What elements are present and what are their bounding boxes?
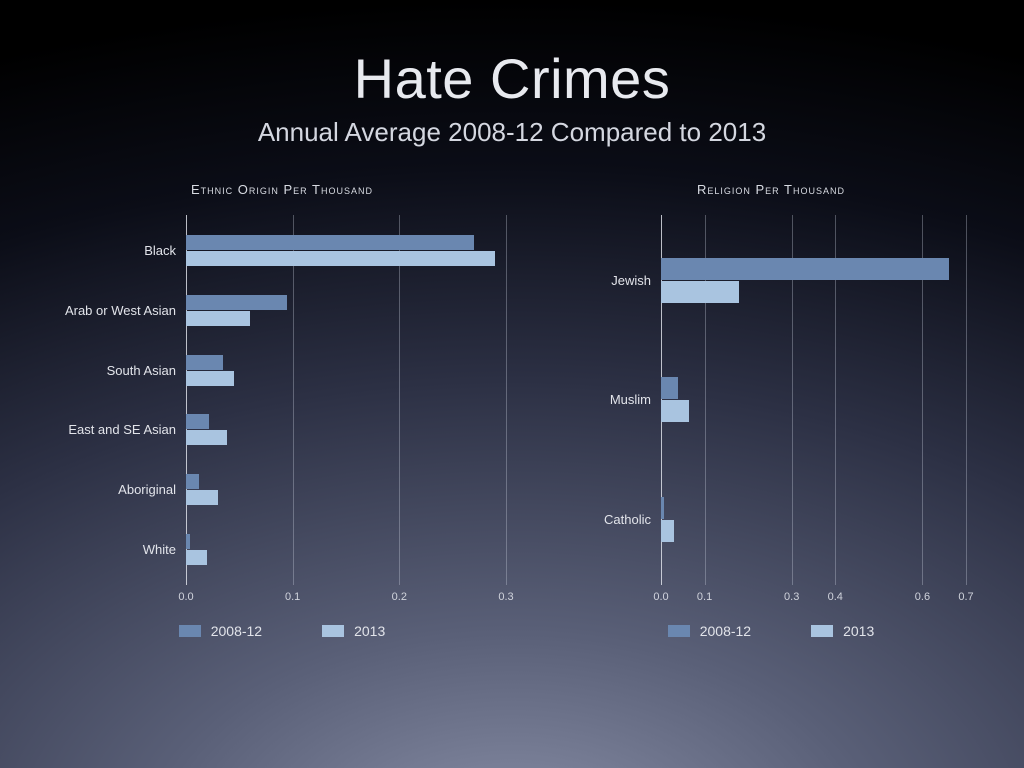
bar-series-a [186, 295, 287, 310]
legend-item: 2013 [322, 623, 385, 639]
page-title: Hate Crimes [0, 46, 1024, 111]
category-group: Muslim [576, 377, 966, 422]
x-tick-label: 0.0 [178, 591, 193, 603]
bar-series-a [186, 534, 190, 549]
bar-series-b [186, 490, 218, 505]
bar-series-a [186, 355, 223, 370]
category-group: White [58, 534, 506, 565]
bar-series-b [186, 430, 227, 445]
x-axis: 0.00.10.30.40.60.7 [576, 585, 966, 609]
category-group: Black [58, 235, 506, 266]
category-label: White [58, 542, 186, 557]
x-tick-label: 0.3 [498, 591, 513, 603]
chart-ethnic-origin: Ethnic Origin Per Thousand Black Arab or W… [58, 182, 506, 639]
category-label: Muslim [576, 392, 661, 407]
x-tick-label: 0.2 [392, 591, 407, 603]
category-group: Aboriginal [58, 474, 506, 505]
x-axis: 0.00.10.20.3 [58, 585, 506, 609]
bar-pair [186, 295, 287, 326]
plot-area: Jewish Muslim Catholic [576, 215, 966, 585]
legend-swatch [179, 625, 201, 637]
category-group: East and SE Asian [58, 414, 506, 445]
bar-series-a [661, 497, 664, 519]
category-label: East and SE Asian [58, 422, 186, 437]
x-tick-label: 0.3 [784, 591, 799, 603]
bar-series-a [661, 258, 949, 280]
category-label: Catholic [576, 512, 661, 527]
bar-pair [661, 377, 689, 422]
legend: 2008-12 2013 [668, 623, 875, 639]
bar-pair [661, 258, 949, 303]
legend-swatch [811, 625, 833, 637]
bar-series-b [661, 520, 674, 542]
bar-pair [186, 474, 218, 505]
charts-row: Ethnic Origin Per Thousand Black Arab or W… [0, 182, 1024, 639]
legend-item: 2008-12 [668, 623, 751, 639]
bar-series-b [186, 371, 234, 386]
plot-area: Black Arab or West Asian South Asian East a… [58, 215, 506, 585]
category-label: Aboriginal [58, 482, 186, 497]
legend-label: 2008-12 [700, 623, 751, 639]
bar-pair [186, 235, 495, 266]
legend-swatch [668, 625, 690, 637]
bar-pair [186, 355, 234, 386]
legend-label: 2013 [354, 623, 385, 639]
gridline [966, 215, 967, 585]
category-label: Arab or West Asian [58, 303, 186, 318]
x-tick-label: 0.6 [915, 591, 930, 603]
bar-pair [661, 497, 674, 542]
page-subtitle: Annual Average 2008-12 Compared to 2013 [0, 117, 1024, 148]
legend: 2008-12 2013 [179, 623, 386, 639]
bar-series-b [186, 550, 207, 565]
category-label: South Asian [58, 363, 186, 378]
legend-label: 2013 [843, 623, 874, 639]
bar-series-a [186, 474, 199, 489]
bar-series-b [186, 251, 495, 266]
x-tick-label: 0.4 [828, 591, 843, 603]
category-group: Arab or West Asian [58, 295, 506, 326]
legend-swatch [322, 625, 344, 637]
bar-series-b [186, 311, 250, 326]
x-tick-label: 0.1 [697, 591, 712, 603]
x-tick-label: 0.0 [653, 591, 668, 603]
category-group: South Asian [58, 355, 506, 386]
bar-series-a [661, 377, 678, 399]
bar-pair [186, 534, 207, 565]
x-tick-label: 0.1 [285, 591, 300, 603]
gridline [506, 215, 507, 585]
bar-pair [186, 414, 227, 445]
category-label: Jewish [576, 273, 661, 288]
category-group: Jewish [576, 258, 966, 303]
x-tick-label: 0.7 [958, 591, 973, 603]
chart-title: Religion Per Thousand [697, 182, 845, 197]
legend-item: 2008-12 [179, 623, 262, 639]
bar-series-b [661, 400, 689, 422]
legend-label: 2008-12 [211, 623, 262, 639]
plot: Jewish Muslim Catholic [576, 215, 966, 585]
bar-series-b [661, 281, 739, 303]
bar-series-a [186, 235, 474, 250]
chart-title: Ethnic Origin Per Thousand [191, 182, 373, 197]
chart-religion: Religion Per Thousand Jewish Muslim Catholi… [576, 182, 966, 639]
bar-series-a [186, 414, 209, 429]
plot: Black Arab or West Asian South Asian East a… [58, 215, 506, 585]
category-label: Black [58, 243, 186, 258]
category-group: Catholic [576, 497, 966, 542]
legend-item: 2013 [811, 623, 874, 639]
